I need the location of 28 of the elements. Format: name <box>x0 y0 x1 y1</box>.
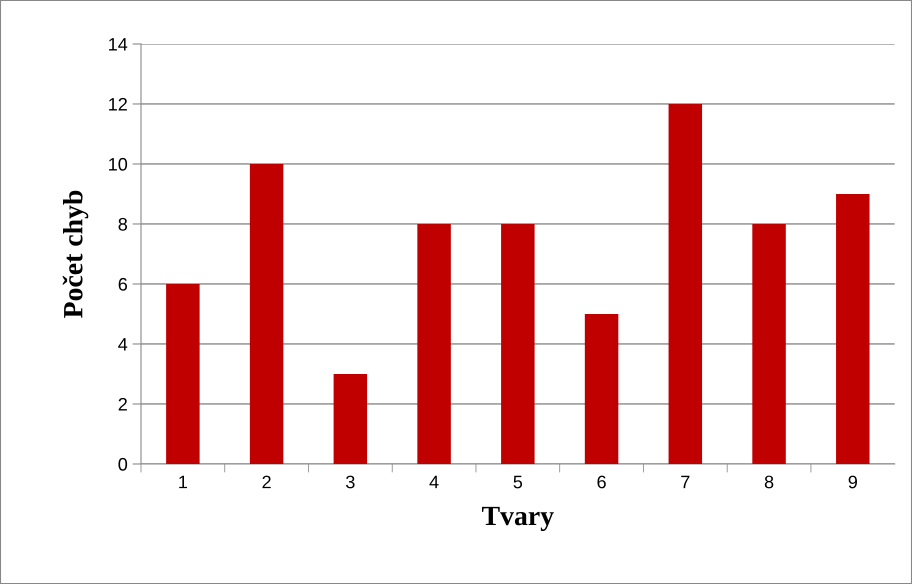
bar <box>668 104 702 464</box>
y-tick-label: 8 <box>118 218 128 231</box>
x-tick-label: 4 <box>429 476 439 488</box>
bar <box>836 194 870 464</box>
y-tick-label: 12 <box>109 98 127 111</box>
bar <box>250 164 284 464</box>
bar <box>334 374 368 464</box>
y-axis-title: Počet chyb <box>62 190 88 318</box>
bar <box>752 224 786 464</box>
y-tick-label: 6 <box>118 278 128 291</box>
bar <box>501 224 535 464</box>
x-tick-label: 1 <box>179 476 188 488</box>
y-tick-label: 2 <box>118 398 127 411</box>
x-tick-label: 6 <box>597 476 606 488</box>
y-tick-label: 10 <box>109 158 128 171</box>
bar <box>417 224 451 464</box>
x-tick-label: 8 <box>764 476 774 488</box>
x-tick-label: 9 <box>848 476 857 488</box>
x-axis-title: Tvary <box>482 506 554 532</box>
x-tick-label: 7 <box>681 476 690 488</box>
y-tick-label: 4 <box>118 338 128 351</box>
bar <box>166 284 200 464</box>
y-tick-label: 0 <box>118 458 128 471</box>
x-tick-label: 5 <box>514 476 522 488</box>
x-tick-label: 3 <box>346 476 355 488</box>
bar <box>584 314 618 464</box>
y-tick-label: 14 <box>109 38 128 51</box>
x-tick-label: 2 <box>262 476 271 488</box>
